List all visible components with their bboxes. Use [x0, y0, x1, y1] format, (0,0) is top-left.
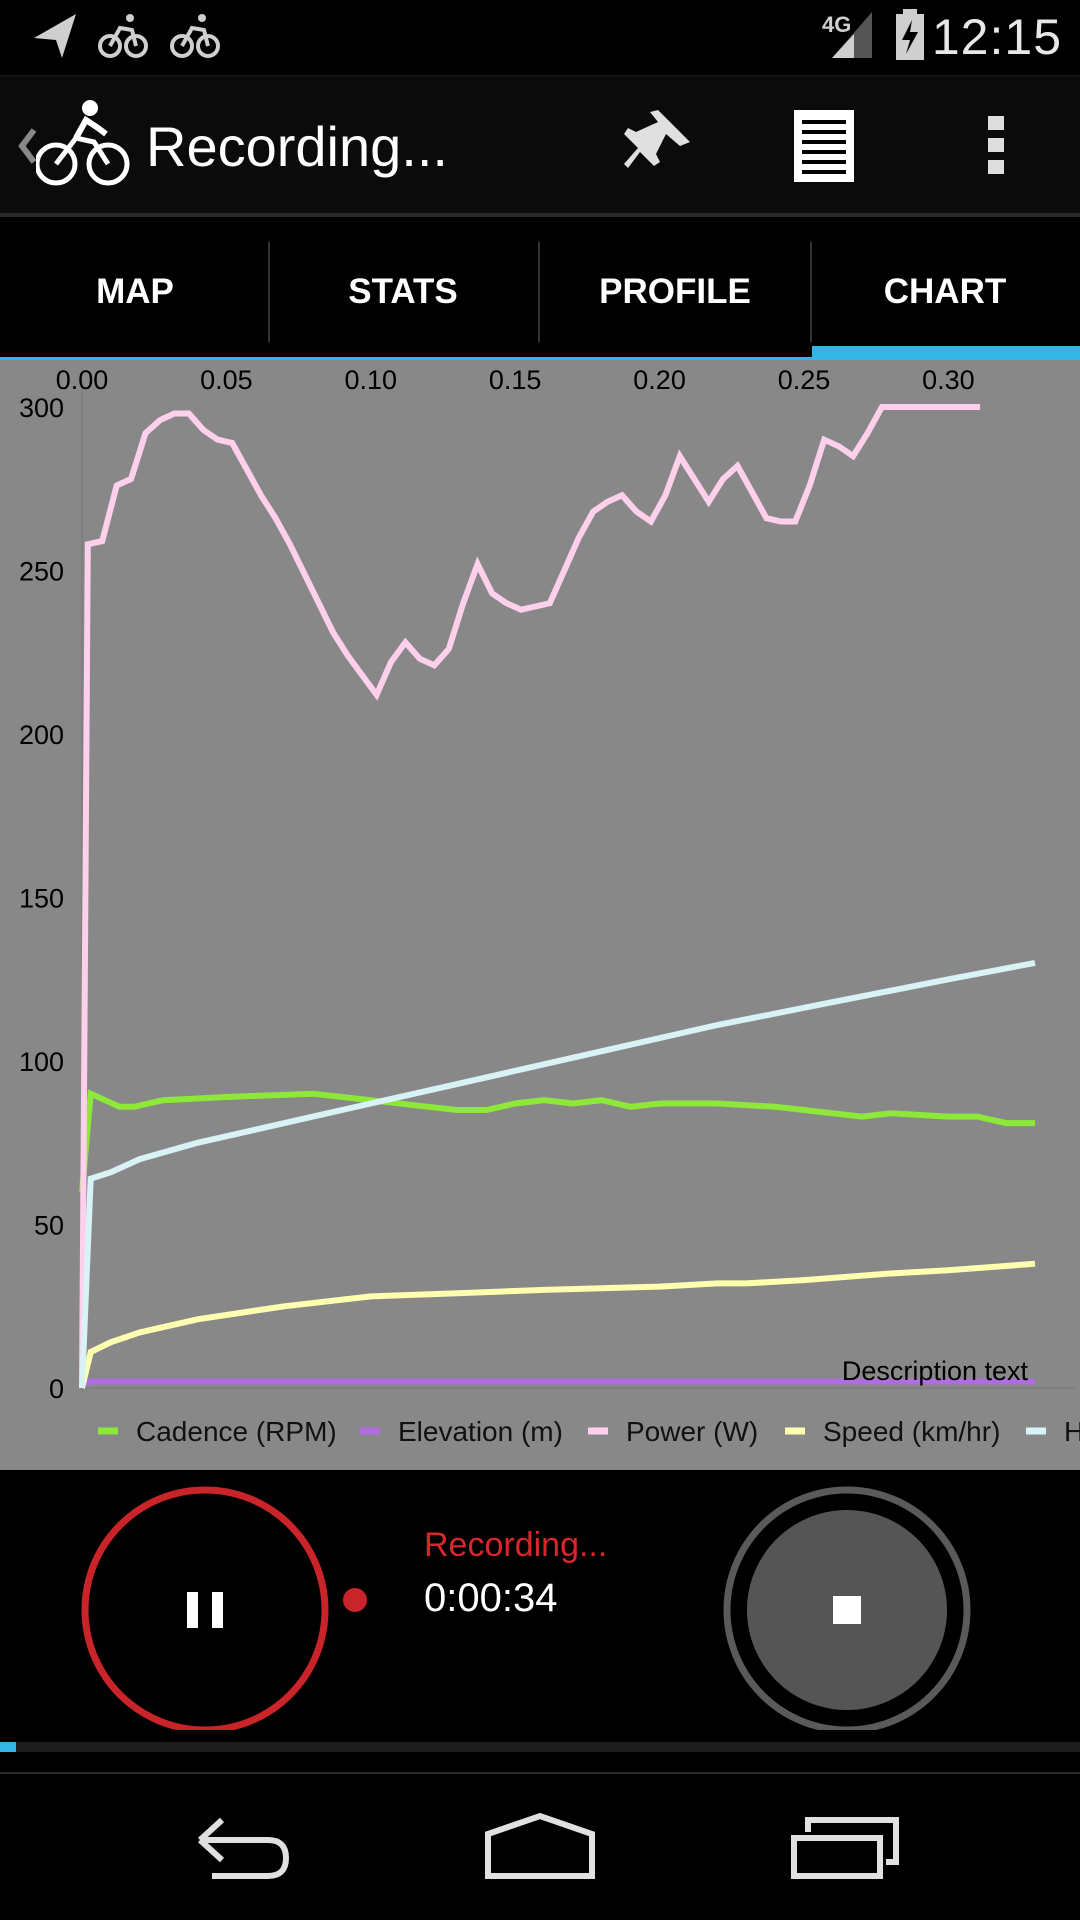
pin-icon	[624, 110, 690, 168]
x-tick-label: 0.00	[56, 365, 109, 395]
markers-list-button[interactable]	[790, 106, 860, 186]
legend-label: Cadence (RPM)	[136, 1416, 337, 1447]
x-tick-label: 0.05	[200, 365, 253, 395]
cyclist-app-icon	[36, 100, 130, 186]
stop-button[interactable]	[722, 1480, 972, 1734]
y-tick-label: 50	[34, 1211, 64, 1241]
tab-stats[interactable]: STATS	[348, 272, 458, 311]
series-line-3	[79, 1260, 1036, 1389]
line-chart: 0.00 0.05 0.10 0.15 0.20 0.25 0.30 300 250 200 150…	[19, 365, 1080, 1447]
navigation-bar	[0, 1774, 1080, 1920]
x-tick-label: 0.30	[922, 365, 975, 395]
overflow-menu-icon	[988, 116, 1004, 174]
page-title: Recording...	[146, 115, 448, 178]
tab-chart[interactable]: CHART	[883, 272, 1007, 311]
status-bar: 4G 12:15	[0, 0, 1080, 75]
series-line-4	[79, 959, 1036, 1389]
nav-home-button[interactable]	[480, 1804, 600, 1894]
recording-status: Recording...	[424, 1526, 608, 1564]
nav-recents-button[interactable]	[788, 1804, 908, 1894]
y-tick-label: 150	[19, 884, 64, 914]
elapsed-time: 0:00:34	[424, 1576, 558, 1620]
tab-divider	[810, 242, 812, 342]
back-icon	[197, 1817, 290, 1879]
series-line-0	[79, 1089, 1035, 1193]
legend-label: Elevation (m)	[398, 1416, 563, 1447]
recording-progress-bar	[0, 1742, 1080, 1752]
nav-back-button[interactable]	[180, 1804, 300, 1894]
y-tick-label: 0	[49, 1374, 64, 1404]
up-navigation-button[interactable]	[0, 76, 140, 214]
back-chevron-icon	[18, 128, 37, 164]
series-line-2	[79, 404, 981, 1389]
legend-label: Power (W)	[626, 1416, 758, 1447]
list-icon	[794, 110, 854, 182]
home-icon	[485, 1812, 595, 1879]
tab-profile[interactable]: PROFILE	[599, 272, 751, 311]
tab-bar-underline	[0, 357, 1080, 360]
y-tick-label: 250	[19, 557, 64, 587]
recent-apps-icon	[791, 1817, 899, 1879]
legend-label: H	[1064, 1416, 1080, 1447]
y-tick-label: 300	[19, 393, 64, 423]
pause-button[interactable]	[80, 1480, 330, 1734]
y-tick-label: 100	[19, 1047, 64, 1077]
x-tick-label: 0.25	[778, 365, 831, 395]
chart-description: Description text	[842, 1356, 1029, 1386]
recording-controls: Recording... 0:00:34	[0, 1470, 1080, 1740]
bicycle-icon	[170, 14, 220, 58]
y-tick-label: 200	[19, 720, 64, 750]
bicycle-icon	[98, 14, 148, 58]
recording-progress-fill	[0, 1742, 17, 1752]
network-label: 4G	[822, 12, 851, 37]
action-bar: Recording...	[0, 75, 1080, 217]
x-tick-label: 0.20	[633, 365, 686, 395]
tab-selected-indicator	[812, 346, 1080, 360]
pin-marker-button[interactable]	[610, 96, 710, 196]
tab-divider	[538, 242, 540, 342]
signal-icon: 4G	[822, 12, 872, 58]
legend-label: Speed (km/hr)	[823, 1416, 1000, 1447]
recording-dot-icon	[343, 1588, 367, 1612]
stop-icon	[723, 1486, 971, 1734]
tab-map[interactable]: MAP	[96, 272, 174, 311]
x-tick-label: 0.10	[345, 365, 398, 395]
tab-divider	[268, 242, 270, 342]
battery-charging-icon	[896, 9, 924, 60]
overflow-menu-button[interactable]	[976, 106, 1016, 186]
tab-bar: MAP STATS PROFILE CHART	[0, 217, 1080, 360]
divider	[0, 1772, 1080, 1774]
chart-area[interactable]: 0.00 0.05 0.10 0.15 0.20 0.25 0.30 300 250 200 150…	[0, 360, 1080, 1470]
x-tick-label: 0.15	[489, 365, 542, 395]
pause-icon	[81, 1486, 329, 1734]
status-clock: 12:15	[931, 9, 1062, 65]
navigation-arrow-icon	[34, 14, 76, 58]
